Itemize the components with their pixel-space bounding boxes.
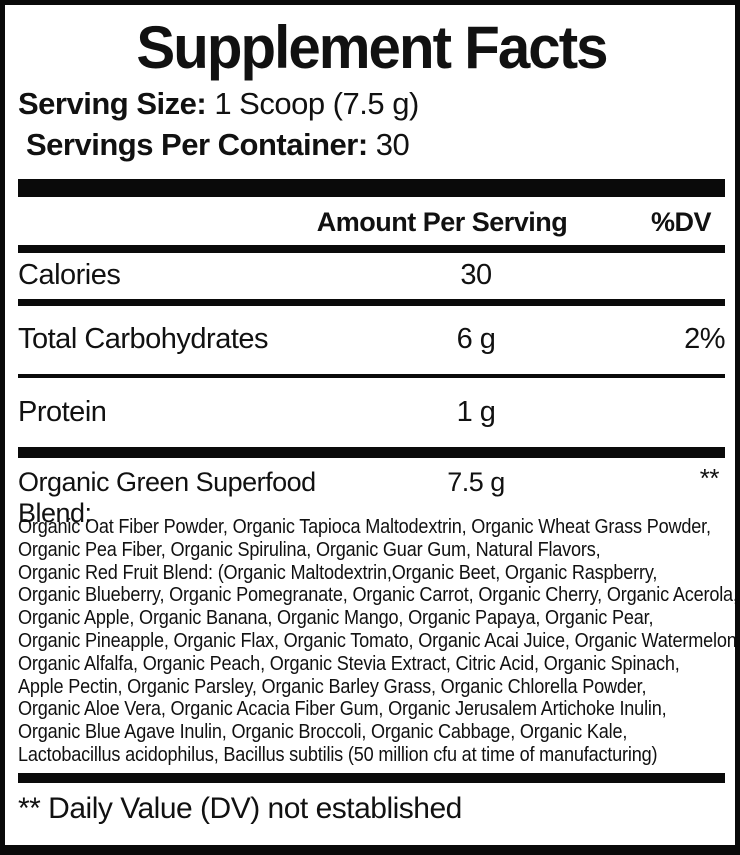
- amount-per-serving-header: Amount Per Serving: [316, 206, 568, 237]
- daily-value-footnote: ** Daily Value (DV) not established: [18, 791, 462, 825]
- servings-per-container-label: Servings Per Container:: [26, 127, 368, 163]
- serving-size-line: Serving Size: 1 Scoop (7.5 g): [18, 86, 725, 123]
- nutrient-name: Total Carbohydrates: [18, 323, 269, 356]
- table-row: Calories 30: [18, 253, 725, 299]
- ingredients-line: Organic Pineapple, Organic Flax, Organic…: [18, 629, 740, 652]
- ingredients-line: Organic Pea Fiber, Organic Spirulina, Or…: [18, 538, 601, 561]
- servings-per-container-line: Servings Per Container: 30: [26, 127, 725, 164]
- ingredients-line: Lactobacillus acidophilus, Bacillus subt…: [18, 743, 658, 766]
- ingredients-line: Organic Apple, Organic Banana, Organic M…: [18, 607, 654, 630]
- ingredients-line: Organic Alfalfa, Organic Peach, Organic …: [18, 652, 680, 675]
- table-row: Protein 1 g: [18, 378, 725, 447]
- ingredients-line: Organic Blueberry, Organic Pomegranate, …: [18, 584, 738, 607]
- nutrient-amount: 1 g: [456, 395, 496, 428]
- ingredients-list: Organic Oat Fiber Powder, Organic Tapioc…: [18, 515, 740, 767]
- divider-above-blend: [18, 446, 725, 458]
- divider-under-header: [18, 244, 725, 253]
- nutrient-amount: 6 g: [456, 323, 496, 356]
- nutrient-amount: 30: [460, 259, 492, 292]
- blend-amount: 7.5 g: [447, 466, 505, 497]
- divider-top-thick: [18, 178, 725, 197]
- ingredients-line: Organic Red Fruit Blend: (Organic Maltod…: [18, 561, 658, 584]
- blend-dv-asterisks: **: [699, 462, 720, 493]
- nutrient-name: Calories: [18, 259, 121, 292]
- nutrient-name: Protein: [18, 395, 107, 428]
- table-header-row: Amount Per Serving %DV: [18, 197, 725, 245]
- divider-under-carbohydrates: [18, 373, 725, 378]
- divider-above-footnote: [18, 772, 725, 783]
- ingredients-line: Apple Pectin, Organic Parsley, Organic B…: [18, 675, 647, 698]
- blend-row: Organic Green Superfood Blend: 7.5 g **: [18, 458, 725, 528]
- ingredients-line: Organic Blue Agave Inulin, Organic Brocc…: [18, 721, 628, 744]
- servings-per-container-value: 30: [375, 127, 410, 163]
- serving-size-label: Serving Size:: [18, 85, 207, 121]
- nutrient-dv: 2%: [684, 323, 725, 356]
- blend-name: Organic Green Superfood Blend:: [18, 466, 316, 528]
- table-row: Total Carbohydrates 6 g 2%: [18, 306, 726, 374]
- label-title: Supplement Facts: [136, 14, 608, 81]
- ingredients-line: Organic Oat Fiber Powder, Organic Tapioc…: [18, 515, 711, 538]
- divider-under-calories: [18, 298, 725, 306]
- ingredients-line: Organic Aloe Vera, Organic Acacia Fiber …: [18, 698, 667, 721]
- serving-size-value: 1 Scoop (7.5 g): [214, 85, 419, 121]
- percent-dv-header: %DV: [650, 206, 712, 237]
